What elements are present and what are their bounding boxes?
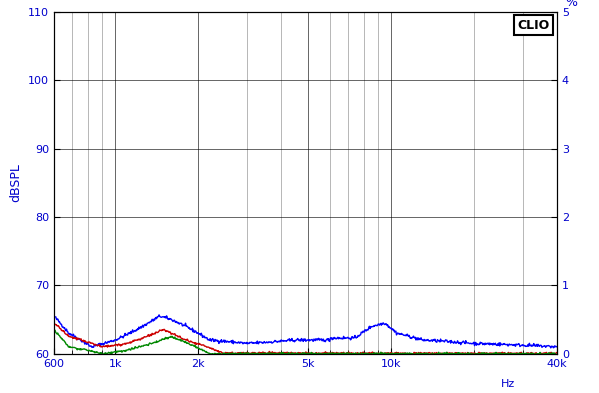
Text: %: %: [565, 0, 577, 9]
Y-axis label: dBSPL: dBSPL: [10, 163, 23, 202]
Text: Hz: Hz: [501, 379, 515, 389]
Text: CLIO: CLIO: [518, 18, 549, 31]
